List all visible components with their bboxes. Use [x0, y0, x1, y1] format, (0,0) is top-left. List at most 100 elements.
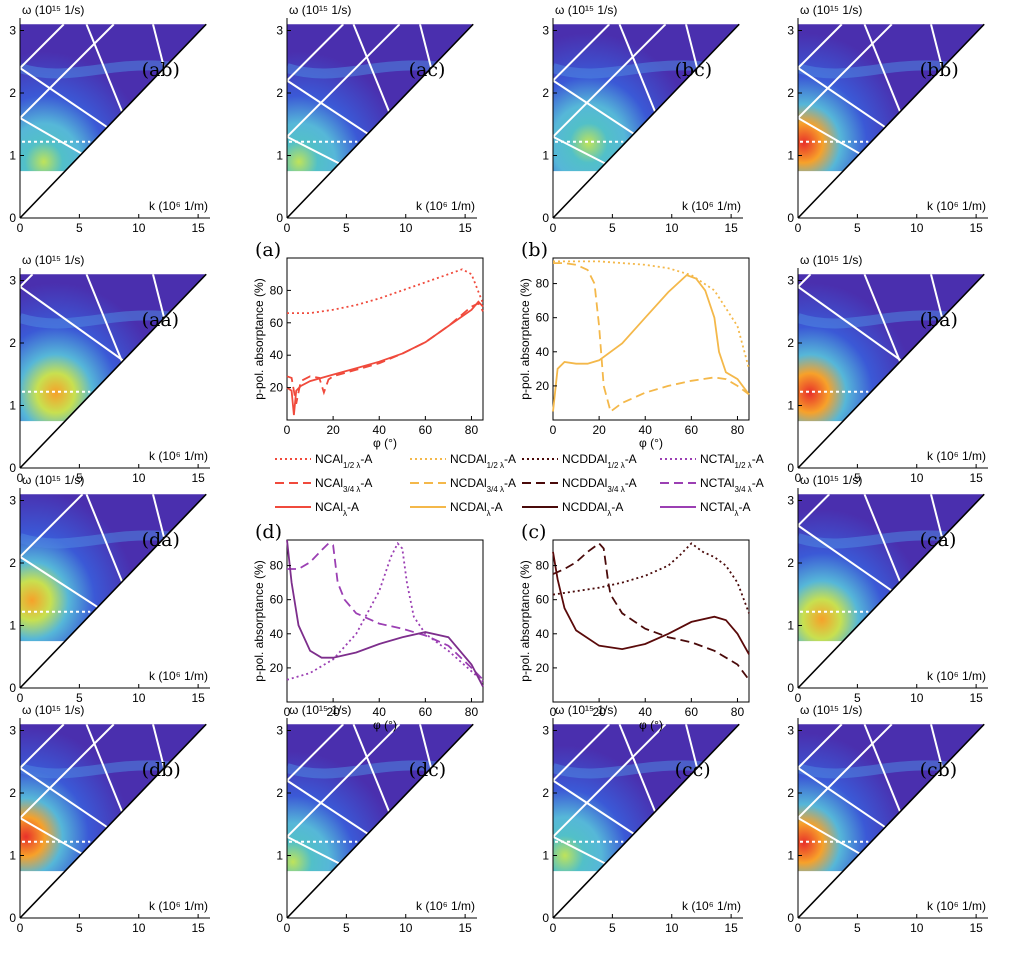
light-line: [797, 723, 985, 919]
x-tick-label: 80: [465, 705, 479, 719]
x-tick-label: 20: [592, 705, 606, 719]
x-tick-label: 40: [639, 423, 653, 437]
panel-label: (cb): [920, 759, 958, 781]
grid-diagonal: [152, 724, 166, 769]
x-tick-label: 40: [373, 705, 387, 719]
lineplot-c: 0 20 40 60 80 20 40 60 80 φ (°) p-pol. absorptance…: [518, 521, 750, 732]
x-tick-label: 5: [76, 691, 83, 705]
y-tick-label: 60: [270, 593, 284, 607]
x-tick-label: 80: [731, 423, 745, 437]
y-tick-label: 2: [787, 786, 794, 800]
x-tick-label: 60: [685, 705, 699, 719]
x-tick-label: 15: [724, 921, 738, 935]
x-axis-label: k (10⁶ 1/m): [927, 899, 986, 913]
x-tick-label: 40: [373, 423, 387, 437]
legend-label: NCTAl3/4 λ-A: [700, 476, 764, 494]
grid-diagonal: [930, 274, 944, 319]
y-tick-label: 20: [536, 661, 550, 675]
panel-label: (dc): [409, 759, 447, 781]
panel-label: (b): [521, 239, 548, 261]
legend-label: NCDAl1/2 λ-A: [450, 452, 516, 470]
y-tick-label: 40: [536, 345, 550, 359]
legend-entry: NCTAl1/2 λ-A: [660, 452, 764, 470]
series-NCTAl3/4λ-A: [287, 542, 484, 681]
panel-label: (c): [521, 521, 546, 543]
light-line: [797, 493, 985, 689]
x-tick-label: 60: [419, 423, 433, 437]
plot-frame: [286, 539, 484, 703]
y-tick-label: 0: [542, 911, 549, 925]
x-tick-label: 10: [399, 921, 413, 935]
x-axis-label: k (10⁶ 1/m): [149, 449, 208, 463]
y-axis-label: ω (10¹⁵ 1/s): [22, 473, 84, 487]
legend-entry: NCDDAl1/2 λ-A: [522, 452, 637, 470]
y-tick-label: 20: [536, 379, 550, 393]
x-tick-label: 40: [639, 705, 653, 719]
legend-label: NCTAl1/2 λ-A: [700, 452, 764, 470]
y-axis-label: ω (10¹⁵ 1/s): [289, 703, 351, 717]
x-tick-label: 0: [795, 691, 802, 705]
lineplot-b: 0 20 40 60 80 20 40 60 80 φ (°) p-pol. absorptance…: [518, 239, 750, 450]
panel-label: (bc): [675, 59, 713, 81]
y-axis-label: ω (10¹⁵ 1/s): [555, 3, 617, 17]
y-tick-label: 80: [270, 283, 284, 297]
light-line: [797, 273, 985, 469]
light-line: [797, 23, 985, 219]
x-tick-label: 0: [795, 471, 802, 485]
y-axis-label: ω (10¹⁵ 1/s): [22, 703, 84, 717]
grid-diagonal: [152, 274, 166, 319]
x-tick-label: 15: [191, 921, 205, 935]
x-tick-label: 0: [284, 705, 291, 719]
y-tick-label: 1: [9, 849, 16, 863]
legend-entry: NCDAl3/4 λ-A: [410, 476, 516, 494]
y-tick-label: 2: [787, 556, 794, 570]
y-tick-label: 2: [542, 786, 549, 800]
grid-diagonal: [863, 494, 902, 583]
x-axis-label: k (10⁶ 1/m): [682, 199, 741, 213]
x-tick-label: 20: [326, 423, 340, 437]
y-tick-label: 0: [542, 211, 549, 225]
x-tick-label: 10: [132, 691, 146, 705]
light-line: [19, 273, 207, 469]
series-NCAl1/2λ-A: [287, 268, 484, 315]
y-tick-label: 3: [542, 24, 549, 38]
legend: NCAl1/2 λ-A NCDAl1/2 λ-A NCDDAl1/2 λ-A NCTA…: [275, 452, 764, 518]
x-tick-label: 10: [910, 471, 924, 485]
legend-entry: NCTAlλ-A: [660, 500, 750, 518]
y-tick-label: 2: [9, 786, 16, 800]
x-tick-label: 0: [284, 221, 291, 235]
panel-label: (ba): [920, 309, 958, 331]
x-tick-label: 5: [854, 221, 861, 235]
x-tick-label: 15: [969, 921, 983, 935]
legend-label: NCDDAlλ-A: [562, 500, 623, 518]
y-axis-label: p-pol. absorptance (%): [252, 560, 266, 681]
series-NCAlλ-A: [286, 300, 484, 416]
series-NCTAlλ-A: [286, 539, 484, 688]
x-tick-label: 0: [795, 921, 802, 935]
x-tick-label: 5: [343, 221, 350, 235]
y-tick-label: 1: [276, 849, 283, 863]
y-tick-label: 40: [270, 627, 284, 641]
y-tick-label: 3: [787, 24, 794, 38]
grid-diagonal: [685, 24, 699, 69]
y-tick-label: 80: [270, 559, 284, 573]
heatmap-ba: 0 5 10 15 0 1 2 3 ω (10¹⁵ 1/s) k (10⁶ 1/m) (ba): [787, 253, 988, 485]
grid-diagonal: [85, 24, 124, 113]
x-tick-label: 10: [665, 221, 679, 235]
light-line: [19, 723, 207, 919]
y-tick-label: 3: [276, 724, 283, 738]
heatmap-bc: 0 5 10 15 0 1 2 3 ω (10¹⁵ 1/s) k (10⁶ 1/m) (bc): [542, 3, 743, 235]
grid-diagonal: [618, 24, 657, 113]
plot-frame: [552, 257, 750, 421]
legend-entry: NCDDAl3/4 λ-A: [522, 476, 637, 494]
y-tick-label: 3: [787, 274, 794, 288]
y-tick-label: 2: [542, 86, 549, 100]
y-axis-label: ω (10¹⁵ 1/s): [289, 3, 351, 17]
grid-diagonal: [930, 24, 944, 69]
x-tick-label: 15: [458, 921, 472, 935]
legend-entry: NCAl1/2 λ-A: [275, 452, 372, 470]
x-tick-label: 80: [465, 423, 479, 437]
y-tick-label: 0: [276, 911, 283, 925]
x-tick-label: 10: [910, 921, 924, 935]
lineplot-a: 0 20 40 60 80 20 40 60 80 φ (°) p-pol. absorptance…: [252, 239, 484, 450]
